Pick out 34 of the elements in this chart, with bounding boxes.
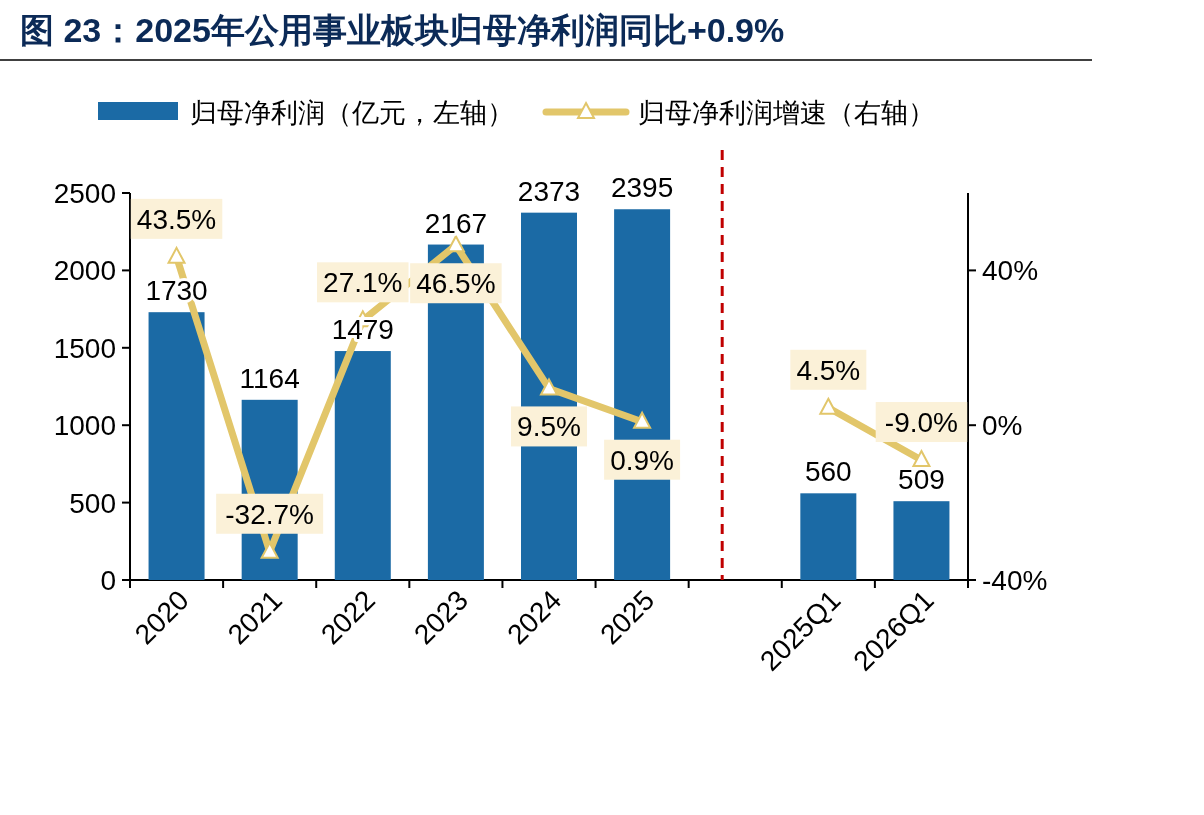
y-tick-label: 2500 <box>53 178 116 209</box>
y2-tick-label: -40% <box>982 565 1048 596</box>
data-label: 2167 <box>424 207 488 239</box>
y2-tick-label: 0% <box>982 410 1023 442</box>
data-label: 560 <box>804 456 852 488</box>
data-label: -9.0% <box>884 407 959 439</box>
point <box>540 378 558 396</box>
point <box>167 246 186 264</box>
y-tick-label: 500 <box>69 487 116 519</box>
data-label: 27.1% <box>323 267 403 299</box>
data-label: 46.5% <box>416 268 496 300</box>
bar <box>148 312 205 580</box>
y2-tick-label: 40% <box>982 255 1039 287</box>
y-tick-label: 0 <box>100 565 116 596</box>
bar <box>893 501 950 580</box>
y-tick-label: 1000 <box>53 410 116 442</box>
y-tick-label: 1500 <box>53 332 116 364</box>
data-label: 2395 <box>610 172 674 204</box>
chart-title: 图 23：2025年公用事业板块归母净利润同比+0.9% <box>20 11 785 49</box>
point <box>260 541 279 559</box>
y-tick-label: 2000 <box>53 255 116 287</box>
data-label: 1164 <box>239 362 300 394</box>
data-label: 2373 <box>517 175 581 207</box>
data-label: 43.5% <box>136 203 217 235</box>
data-label: 0.9% <box>610 444 675 476</box>
legend-label: 归母净利润（亿元，左轴） <box>190 98 514 128</box>
bar <box>334 351 391 580</box>
data-label: 4.5% <box>796 354 861 386</box>
data-label: 9.5% <box>517 411 581 443</box>
data-label: 509 <box>898 464 945 496</box>
legend-label: 归母净利润增速（右轴） <box>638 98 935 128</box>
bar <box>800 493 857 580</box>
data-label: -32.7% <box>225 498 315 530</box>
point <box>633 411 652 429</box>
